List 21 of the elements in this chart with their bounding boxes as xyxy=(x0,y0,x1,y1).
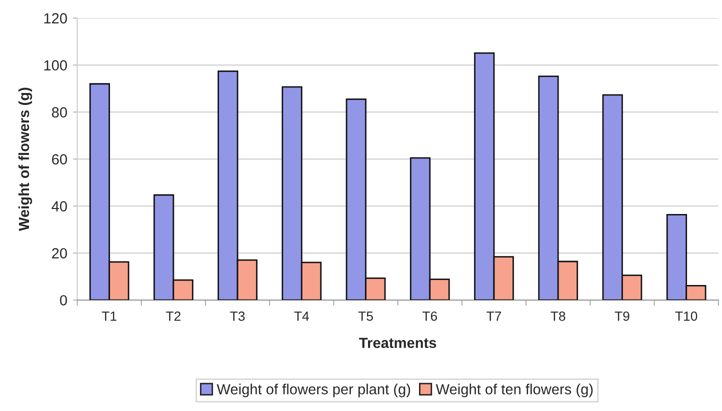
legend-label: Weight of ten flowers (g) xyxy=(436,384,593,398)
y-tick-label: 100 xyxy=(44,60,67,71)
y-tick-label: 80 xyxy=(52,107,67,118)
x-tick-label: T7 xyxy=(486,312,502,321)
y-tick-label: 120 xyxy=(44,13,67,24)
x-tick-label: T1 xyxy=(102,312,116,321)
x-tick-label: T4 xyxy=(294,312,309,321)
y-tick-label: 40 xyxy=(52,201,67,212)
x-tick-label: T5 xyxy=(358,312,373,321)
y-tick-label: 0 xyxy=(60,295,67,306)
x-axis-title: Treatments xyxy=(359,338,436,348)
x-tick-label: T6 xyxy=(422,311,437,321)
y-tick-label: 60 xyxy=(52,154,67,164)
legend-label: Weight of flowers per plant (g) xyxy=(216,384,410,398)
y-axis-title: Weight of flowers (g) xyxy=(18,88,32,232)
x-tick-label: T2 xyxy=(166,311,180,321)
x-tick-label: T10 xyxy=(675,311,698,321)
x-tick-label: T8 xyxy=(550,311,566,321)
x-tick-label: T3 xyxy=(230,311,245,321)
y-tick-label: 20 xyxy=(52,248,67,258)
x-tick-label: T9 xyxy=(614,311,630,321)
